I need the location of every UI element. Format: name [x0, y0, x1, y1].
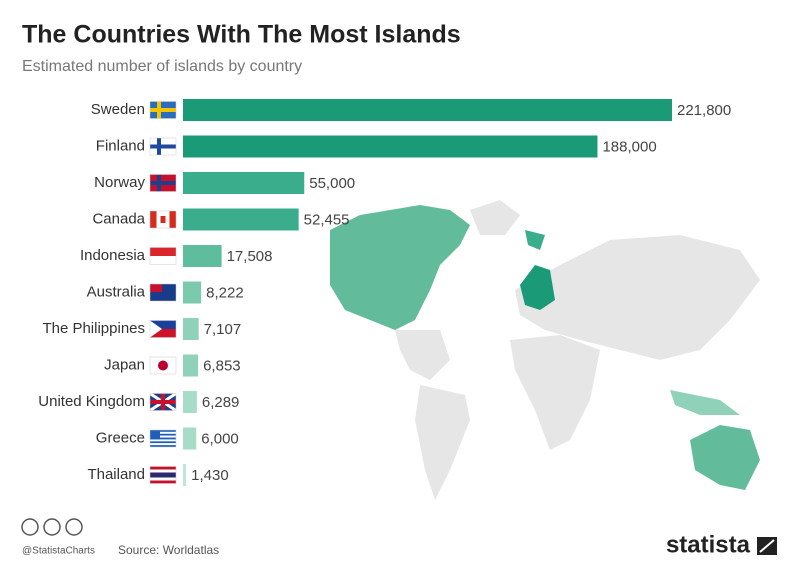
bar	[183, 245, 222, 267]
category-label: Australia	[87, 283, 146, 300]
flag	[149, 247, 177, 265]
flag-part	[150, 284, 162, 292]
flag-part	[150, 247, 176, 256]
flag-part	[150, 435, 176, 438]
category-label: Greece	[96, 429, 145, 446]
flag-part	[158, 360, 168, 371]
flag	[149, 101, 177, 119]
category-label: Canada	[92, 210, 145, 227]
flag-border	[149, 174, 177, 192]
value-label: 8,222	[206, 284, 244, 301]
flag-border	[149, 247, 177, 265]
category-label: Norway	[94, 174, 145, 191]
category-label: Finland	[96, 137, 145, 154]
flag-part	[150, 443, 176, 446]
bar	[183, 464, 187, 486]
credit: @StatistaCharts	[22, 546, 95, 557]
flag-border	[149, 320, 177, 338]
category-label: Sweden	[91, 101, 145, 118]
category-label: Indonesia	[80, 247, 146, 264]
chart-subtitle: Estimated number of islands by country	[22, 58, 302, 75]
flag-part	[150, 181, 176, 185]
value-label: 6,289	[202, 394, 240, 411]
chart-title: The Countries With The Most Islands	[22, 21, 461, 49]
flag-part	[150, 439, 176, 442]
flag-part	[150, 430, 160, 440]
flag	[149, 320, 177, 338]
flag	[149, 356, 177, 375]
brand: statista	[666, 531, 751, 558]
bar	[183, 354, 199, 377]
flag-border	[149, 429, 177, 448]
flag-part	[150, 329, 176, 338]
value-label: 221,800	[677, 102, 731, 119]
category-label: United Kingdom	[38, 393, 145, 410]
flag-border	[149, 101, 177, 119]
bar	[183, 281, 202, 304]
flag-part	[150, 437, 176, 440]
flag	[149, 137, 177, 156]
bar	[183, 318, 199, 340]
category-label: Japan	[104, 356, 145, 373]
flag	[149, 392, 177, 412]
flag-border	[149, 137, 177, 156]
flag-border	[149, 210, 177, 229]
value-label: 55,000	[309, 175, 355, 192]
bar	[183, 391, 197, 413]
flag-part	[150, 320, 176, 329]
flag	[149, 429, 177, 448]
flag-part	[150, 445, 176, 447]
footer: @StatistaCharts Source: Worldatlas stati…	[21, 518, 779, 558]
flag-part	[150, 144, 176, 149]
flag-part	[169, 211, 176, 228]
flag-part	[150, 400, 176, 404]
value-label: 52,455	[304, 211, 350, 228]
flag-border	[149, 466, 177, 484]
value-label: 6,853	[203, 357, 241, 374]
flag	[149, 174, 177, 192]
value-label: 188,000	[602, 138, 656, 155]
value-label: 6,000	[201, 430, 239, 447]
flag-part	[150, 320, 162, 338]
source: Source: Worldatlas	[118, 543, 219, 557]
world-map	[330, 200, 760, 500]
flag-part	[150, 256, 176, 265]
value-label: 1,430	[191, 467, 229, 484]
flag-part	[150, 441, 176, 444]
category-label: The Philippines	[42, 320, 145, 337]
bar	[183, 208, 299, 231]
value-label: 17,508	[227, 248, 273, 265]
bar	[183, 427, 197, 450]
bar	[183, 135, 598, 158]
flag	[149, 283, 177, 302]
flag-part	[150, 472, 176, 478]
bar	[183, 172, 305, 194]
flag-part	[150, 433, 176, 436]
flag-part	[160, 216, 166, 223]
flag	[149, 210, 177, 229]
flag-part	[150, 211, 157, 228]
bar	[183, 99, 672, 121]
flag-border	[149, 356, 177, 375]
value-label: 7,107	[204, 321, 242, 338]
flag	[149, 466, 177, 484]
flag-part	[150, 431, 176, 434]
category-label: Thailand	[87, 466, 145, 483]
flag-border	[149, 393, 177, 411]
flag-part	[150, 108, 176, 112]
flag-part	[150, 430, 176, 432]
flag-border	[149, 283, 177, 302]
